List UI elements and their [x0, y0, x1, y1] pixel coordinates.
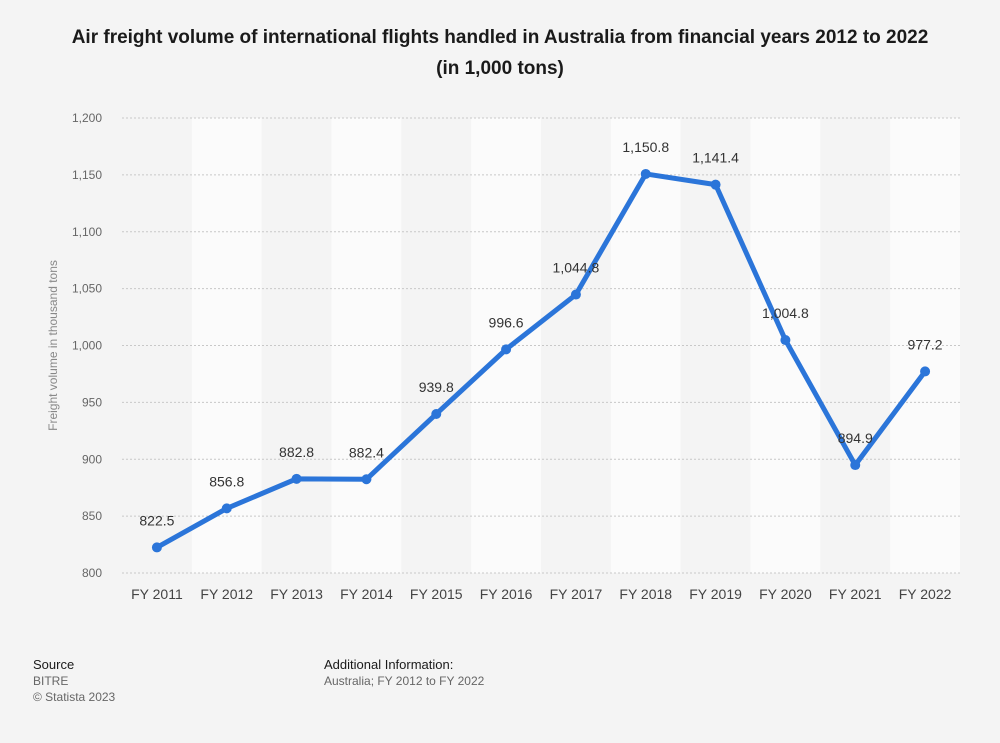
data-label: 1,141.4	[692, 150, 739, 166]
chart-title: Air freight volume of international flig…	[71, 27, 929, 79]
x-tick-label: FY 2013	[270, 586, 323, 602]
data-point	[291, 473, 302, 484]
data-point	[361, 474, 372, 485]
data-label: 882.8	[279, 444, 314, 460]
data-label: 894.9	[838, 430, 873, 446]
x-tick-label: FY 2016	[480, 586, 533, 602]
data-point	[151, 542, 162, 553]
data-point	[221, 503, 232, 514]
data-label: 1,044.8	[553, 260, 600, 276]
y-tick-label: 950	[82, 395, 102, 409]
data-label: 822.5	[139, 512, 174, 528]
x-tick-label: FY 2014	[340, 586, 393, 602]
additional-info-text: Australia; FY 2012 to FY 2022	[324, 674, 485, 688]
x-tick-label: FY 2019	[689, 586, 742, 602]
y-axis-label: Freight volume in thousand tons	[46, 260, 60, 431]
x-axis-ticks: FY 2011 FY 2012 FY 2013 FY 2014 FY 2015 FY 20…	[131, 586, 952, 602]
data-point	[780, 335, 791, 346]
y-tick-label: 1,100	[72, 225, 102, 239]
additional-info-heading: Additional Information:	[324, 657, 454, 672]
y-tick-label: 900	[82, 452, 102, 466]
data-point	[710, 179, 721, 190]
source-heading: Source	[33, 657, 75, 672]
x-tick-label: FY 2015	[410, 586, 463, 602]
data-point	[640, 168, 651, 179]
data-point	[501, 344, 512, 355]
y-tick-label: 1,050	[72, 282, 102, 296]
source-block: Source BITRE © Statista 2023	[33, 657, 115, 705]
y-tick-label: 1,150	[72, 168, 102, 182]
x-tick-label: FY 2018	[619, 586, 672, 602]
data-label: 996.6	[489, 314, 524, 330]
data-label: 1,150.8	[622, 139, 669, 155]
x-tick-label: FY 2012	[200, 586, 253, 602]
y-tick-label: 800	[82, 566, 102, 580]
x-tick-label: FY 2021	[829, 586, 882, 602]
additional-info-block: Additional Information: Australia; FY 20…	[324, 657, 484, 689]
x-tick-label: FY 2022	[899, 586, 952, 602]
y-tick-label: 1,200	[72, 111, 102, 125]
data-label: 977.2	[908, 336, 943, 352]
data-point	[570, 289, 581, 300]
data-point	[850, 460, 861, 471]
series-line	[154, 171, 928, 550]
data-label: 882.4	[349, 444, 384, 460]
copyright-text: © Statista 2023	[33, 690, 116, 704]
x-tick-label: FY 2020	[759, 586, 812, 602]
source-name: BITRE	[33, 674, 69, 688]
data-point	[431, 408, 442, 419]
y-axis-ticks: 800 850 900 950 1,000 1,050 1,100 1,150 1,200	[72, 111, 102, 580]
column-band	[750, 118, 821, 573]
y-tick-label: 1,000	[72, 339, 102, 353]
x-tick-label: FY 2017	[550, 586, 603, 602]
data-label: 1,004.8	[762, 305, 809, 321]
data-label: 939.8	[419, 379, 454, 395]
data-points	[151, 168, 931, 553]
y-tick-label: 850	[82, 509, 102, 523]
data-label: 856.8	[209, 473, 244, 489]
data-labels: 822.5 856.8 882.8 882.4 939.8 996.6 1,044.8 1,1…	[139, 139, 942, 528]
column-band	[890, 118, 960, 573]
data-point	[920, 366, 931, 377]
x-tick-label: FY 2011	[131, 586, 183, 602]
